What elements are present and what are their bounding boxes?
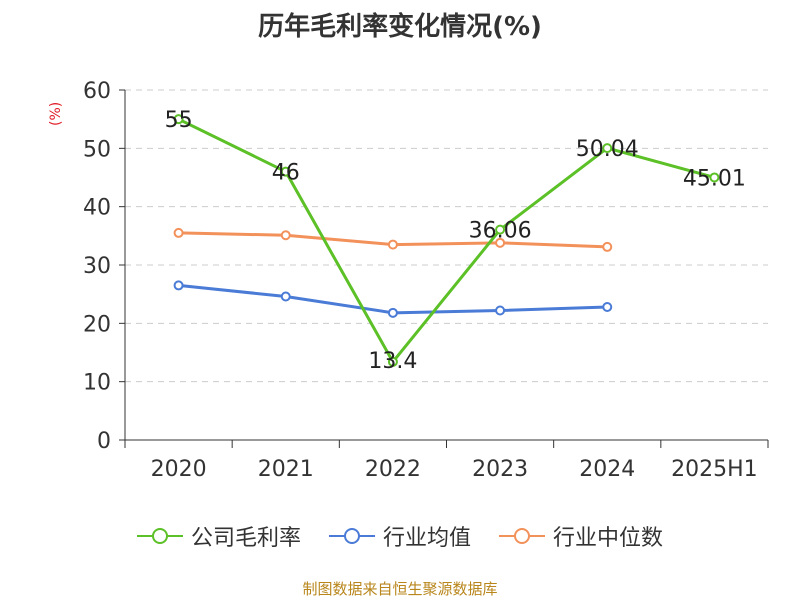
legend-marker-company-margin	[136, 528, 183, 544]
y-tick-label-40: 40	[83, 196, 111, 221]
x-tick-label-2024: 2024	[579, 457, 635, 482]
point-2-2022	[387, 239, 398, 250]
y-tick-label-0: 0	[97, 429, 111, 454]
chart-title: 历年毛利率变化情况(%)	[258, 12, 542, 42]
legend-marker-industry-average	[328, 528, 375, 544]
point-2-2024	[602, 241, 613, 252]
point-0-2025H1	[709, 172, 720, 183]
x-tick-label-2021: 2021	[258, 457, 314, 482]
legend-item-industry-median[interactable]: 行业中位数	[499, 520, 663, 552]
point-0-2022	[387, 356, 398, 367]
axes: 0 10 20 30 40 50 60 2020 2021 2022 2023 2024 2025H1	[83, 79, 769, 482]
data-label-2021: 46	[272, 161, 300, 186]
point-0-2020	[173, 114, 184, 125]
x-tick-label-2020: 2020	[151, 457, 207, 482]
series-layer	[173, 114, 720, 367]
point-1-2021	[280, 291, 291, 302]
point-0-2021	[280, 166, 291, 177]
legend: 公司毛利率 行业均值 行业中位数	[0, 518, 800, 554]
data-label-2022: 13.4	[368, 349, 417, 374]
grid-lines	[125, 89, 768, 383]
legend-label-company-margin: 公司毛利率	[190, 526, 301, 551]
data-label-2025H1: 45.01	[683, 166, 746, 191]
point-0-2023	[495, 224, 506, 235]
y-tick-label-60: 60	[83, 79, 111, 104]
series-line-0	[177, 117, 715, 364]
data-label-2024: 50.04	[576, 137, 639, 162]
point-2-2023	[495, 237, 506, 248]
y-tick-label-20: 20	[83, 312, 111, 337]
point-1-2023	[495, 305, 506, 316]
point-0-2024	[602, 143, 613, 154]
legend-item-company-margin[interactable]: 公司毛利率	[136, 520, 301, 552]
legend-item-industry-average[interactable]: 行业均值	[328, 520, 471, 552]
point-1-2022	[387, 307, 398, 318]
y-tick-label-30: 30	[83, 254, 111, 279]
x-tick-label-2022: 2022	[365, 457, 421, 482]
y-tick-label-50: 50	[83, 137, 111, 162]
point-2-2021	[280, 230, 291, 241]
data-label-2020: 55	[165, 108, 193, 133]
point-2-2020	[173, 227, 184, 238]
x-tick-label-2023: 2023	[472, 457, 528, 482]
legend-marker-industry-median	[499, 528, 545, 544]
point-1-2024	[602, 302, 613, 312]
legend-label-industry-median: 行业中位数	[553, 526, 664, 551]
data-labels: 55 46 13.4 36.06 50.04 45.01	[165, 108, 746, 374]
x-tick-label-2025H1: 2025H1	[671, 457, 758, 482]
source-note: 制图数据来自恒生聚源数据库	[302, 580, 498, 598]
y-tick-label-10: 10	[83, 371, 111, 396]
data-label-2023: 36.06	[469, 219, 532, 244]
legend-label-industry-average: 行业均值	[382, 526, 471, 551]
point-1-2020	[173, 280, 184, 291]
